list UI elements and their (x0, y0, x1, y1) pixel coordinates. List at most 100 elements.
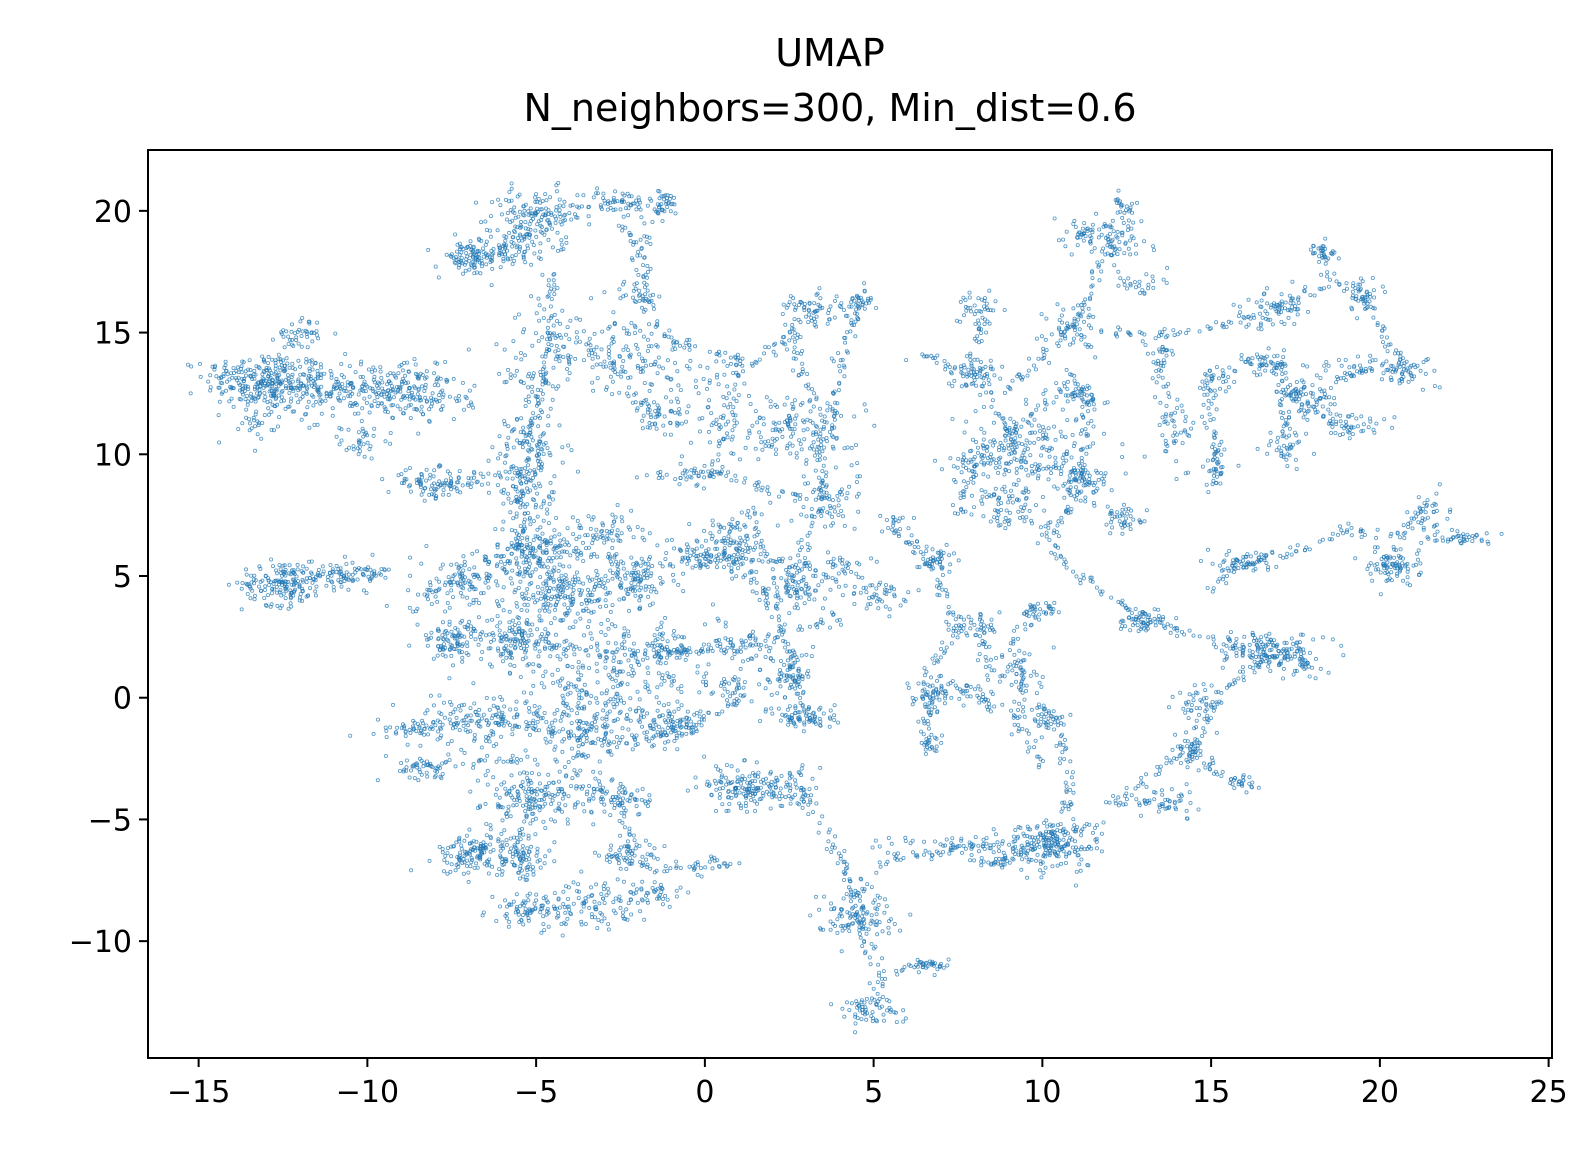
scatter-point (304, 580, 309, 585)
scatter-point (687, 522, 692, 527)
scatter-point (811, 404, 816, 409)
scatter-point (747, 393, 752, 398)
scatter-point (626, 672, 631, 677)
scatter-point (314, 329, 319, 334)
scatter-point (775, 523, 780, 528)
scatter-point (574, 340, 579, 345)
scatter-point (500, 659, 505, 664)
scatter-point (635, 346, 640, 351)
scatter-point (620, 726, 625, 731)
scatter-point (560, 749, 565, 754)
scatter-point (273, 396, 278, 401)
scatter-point (804, 461, 809, 466)
scatter-point (298, 372, 303, 377)
scatter-point (508, 510, 513, 515)
scatter-point (816, 475, 821, 480)
scatter-point (304, 356, 309, 361)
scatter-point (595, 669, 600, 674)
scatter-point (552, 840, 557, 845)
scatter-point (525, 243, 530, 248)
scatter-point (775, 590, 780, 595)
scatter-point (832, 505, 837, 510)
scatter-point (454, 249, 459, 254)
scatter-point (590, 356, 595, 361)
scatter-point (262, 390, 267, 395)
scatter-point (533, 212, 538, 217)
scatter-point (546, 208, 551, 213)
scatter-point (662, 844, 667, 849)
scatter-point (279, 330, 284, 335)
scatter-point (557, 532, 562, 537)
scatter-point (268, 604, 273, 609)
scatter-point (554, 183, 559, 188)
scatter-point (714, 417, 719, 422)
scatter-point (498, 203, 503, 208)
scatter-point (708, 531, 713, 536)
scatter-point (560, 727, 565, 732)
scatter-point (839, 508, 844, 513)
scatter-point (537, 614, 542, 619)
scatter-point (595, 700, 600, 705)
scatter-point (556, 348, 561, 353)
scatter-point (295, 567, 300, 572)
scatter-point (221, 374, 226, 379)
scatter-point (631, 641, 636, 646)
scatter-point (621, 282, 626, 287)
scatter-point (728, 862, 733, 867)
scatter-point (412, 776, 417, 781)
scatter-point (640, 418, 645, 423)
scatter-point (405, 380, 410, 385)
scatter-point (844, 496, 849, 501)
scatter-point (460, 594, 465, 599)
scatter-point (672, 629, 677, 634)
scatter-point (559, 573, 564, 578)
scatter-point (454, 715, 459, 720)
scatter-point (732, 652, 737, 657)
scatter-point (620, 364, 625, 369)
scatter-point (610, 379, 615, 384)
scatter-point (504, 842, 509, 847)
scatter-point (669, 387, 674, 392)
scatter-point (606, 201, 611, 206)
scatter-point (535, 514, 540, 519)
scatter-point (468, 713, 473, 718)
scatter-point (759, 512, 764, 517)
scatter-point (629, 508, 634, 513)
scatter-point (581, 581, 586, 586)
scatter-point (520, 657, 525, 662)
scatter-point (779, 598, 784, 603)
scatter-point (445, 846, 450, 851)
scatter-point (524, 720, 529, 725)
scatter-point (628, 696, 633, 701)
scatter-point (256, 364, 261, 369)
scatter-point (594, 532, 599, 537)
scatter-point (427, 476, 432, 481)
scatter-point (388, 430, 393, 435)
scatter-point (552, 534, 557, 539)
scatter-point (603, 665, 608, 670)
scatter-point (468, 864, 473, 869)
scatter-point (615, 698, 620, 703)
scatter-point (557, 359, 562, 364)
scatter-point (375, 778, 380, 783)
scatter-point (555, 654, 560, 659)
scatter-point (247, 428, 252, 433)
scatter-point (513, 707, 518, 712)
scatter-point (525, 608, 530, 613)
scatter-point (775, 691, 780, 696)
scatter-point (255, 432, 260, 437)
scatter-point (357, 439, 362, 444)
scatter-point (648, 589, 653, 594)
scatter-point (610, 571, 615, 576)
scatter-point (527, 561, 532, 566)
scatter-point (540, 335, 545, 340)
scatter-point (529, 262, 534, 267)
scatter-point (534, 234, 539, 239)
scatter-point (558, 683, 563, 688)
scatter-point (339, 361, 344, 366)
scatter-point (754, 540, 759, 545)
scatter-point (520, 913, 525, 918)
scatter-point (732, 648, 737, 653)
scatter-point (665, 538, 670, 543)
